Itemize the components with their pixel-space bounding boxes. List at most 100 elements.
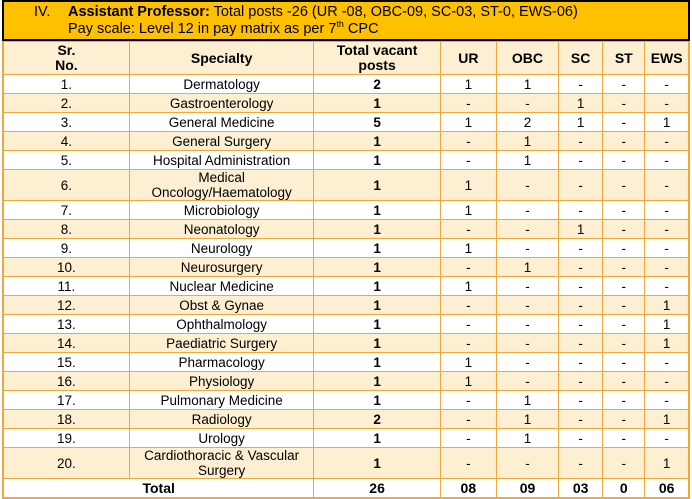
cell-ews: - (644, 352, 690, 372)
cell-ur: - (439, 219, 497, 239)
cell-ews: - (644, 219, 690, 239)
cell-total: 2 (313, 409, 441, 429)
cell-obc: - (495, 200, 560, 220)
table-row: 13. Ophthalmology 1- - - -1 (2, 314, 690, 334)
cell-specialty: Urology (128, 428, 315, 448)
cell-specialty: Neurology (128, 238, 315, 258)
cell-total: 1 (313, 276, 441, 296)
cell-ews: - (644, 169, 690, 201)
cell-total: 1 (313, 352, 441, 372)
cell-ur: - (439, 131, 497, 151)
cell-specialty: Radiology (128, 409, 315, 429)
cell-specialty: Paediatric Surgery (128, 333, 315, 353)
cell-st: - (602, 150, 646, 170)
cell-st: - (602, 352, 646, 372)
table-row: 10. Neurosurgery 1-1- - - (2, 257, 690, 277)
table-body: 1. Dermatology 2 1 1- - -2. Gastroenterology 1- -… (2, 74, 690, 499)
cell-st: - (602, 238, 646, 258)
cell-ur: 1 (439, 276, 497, 296)
table-row: 9. Neurology 1 1- - - - (2, 238, 690, 258)
table-row: 6. Medical Oncology/Haematology 1 1- - - - (2, 169, 690, 201)
cell-st: - (602, 112, 646, 132)
cell-total: 1 (313, 314, 441, 334)
cell-total: 1 (313, 150, 441, 170)
cell-specialty: Medical Oncology/Haematology (128, 169, 315, 201)
cell-obc: - (495, 352, 560, 372)
cell-obc: 1 (495, 257, 560, 277)
cell-ur: - (439, 390, 497, 410)
pay-scale-line: Pay scale: Level 12 in pay matrix as per… (68, 19, 684, 38)
cell-st: - (602, 314, 646, 334)
cell-sr: 3. (2, 112, 130, 132)
vacancy-table: Sr. No. Specialty Total vacant posts UR OBC S… (2, 41, 690, 499)
cell-total: 1 (313, 371, 441, 391)
table-row: 18. Radiology 2-1- -1 (2, 409, 690, 429)
cell-obc: 2 (495, 112, 560, 132)
cell-specialty: General Medicine (128, 112, 315, 132)
cell-sr: 12. (2, 295, 130, 315)
cell-specialty: Obst & Gynae (128, 295, 315, 315)
cell-ur: - (439, 428, 497, 448)
cell-sc: - (558, 371, 604, 391)
cell-sr: 8. (2, 219, 130, 239)
column-header-sr-no: Sr. No. (2, 41, 130, 75)
cell-ur: 1 (439, 74, 497, 94)
column-header-ews: EWS (644, 41, 690, 75)
cell-specialty: General Surgery (128, 131, 315, 151)
cell-specialty: Pharmacology (128, 352, 315, 372)
cell-total: 5 (313, 112, 441, 132)
cell-obc: - (495, 333, 560, 353)
cell-ews: - (644, 200, 690, 220)
cell-obc: 1 (495, 150, 560, 170)
cell-st: - (602, 276, 646, 296)
cell-total: 1 (313, 238, 441, 258)
cell-ur: - (439, 257, 497, 277)
cell-specialty: Ophthalmology (128, 314, 315, 334)
cell-sc: 1 (558, 93, 604, 113)
post-summary: Total posts -26 (UR -08, OBC-09, SC-03, … (209, 4, 578, 20)
cell-obc: - (495, 276, 560, 296)
cell-sc: - (558, 314, 604, 334)
cell-sr: 19. (2, 428, 130, 448)
cell-sr: 17. (2, 390, 130, 410)
cell-total: 1 (313, 295, 441, 315)
table-row: 5. Hospital Administration 1-1- - - (2, 150, 690, 170)
section-number: IV. (34, 4, 51, 20)
cell-ews: - (644, 390, 690, 410)
cell-obc: 1 (495, 409, 560, 429)
cell-specialty: Physiology (128, 371, 315, 391)
column-header-specialty: Specialty (128, 41, 315, 75)
cell-ews: - (644, 150, 690, 170)
cell-total: 1 (313, 428, 441, 448)
cell-st: - (602, 428, 646, 448)
table-row: 4. General Surgery 1-1- - - (2, 131, 690, 151)
ordinal-superscript: th (336, 19, 344, 30)
cell-obc: - (495, 314, 560, 334)
table-row: 16. Physiology 1 1- - - - (2, 371, 690, 391)
cell-ur: - (439, 93, 497, 113)
cell-sr: 13. (2, 314, 130, 334)
cell-ur: 1 (439, 352, 497, 372)
cell-st: - (602, 371, 646, 391)
cell-specialty: Cardiothoracic & Vascular Surgery (128, 447, 315, 479)
cell-sr: 1. (2, 74, 130, 94)
cell-total: 2 (313, 74, 441, 94)
total-cell-st: 0 (602, 478, 646, 499)
cell-ews: 1 (644, 112, 690, 132)
cell-sr: 6. (2, 169, 130, 201)
cell-obc: 1 (495, 390, 560, 410)
cell-specialty: Dermatology (128, 74, 315, 94)
cell-st: - (602, 169, 646, 201)
cell-st: - (602, 390, 646, 410)
cell-st: - (602, 74, 646, 94)
table-row: 12. Obst & Gynae 1- - - -1 (2, 295, 690, 315)
cell-sc: - (558, 428, 604, 448)
table-row: 1. Dermatology 2 1 1- - - (2, 74, 690, 94)
cell-ur: 1 (439, 238, 497, 258)
cell-ews: 1 (644, 409, 690, 429)
table-row: 15. Pharmacology 1 1- - - - (2, 352, 690, 372)
section-title-text: Assistant Professor: Total posts -26 (UR… (68, 4, 684, 21)
cell-st: - (602, 409, 646, 429)
cell-ur: - (439, 409, 497, 429)
